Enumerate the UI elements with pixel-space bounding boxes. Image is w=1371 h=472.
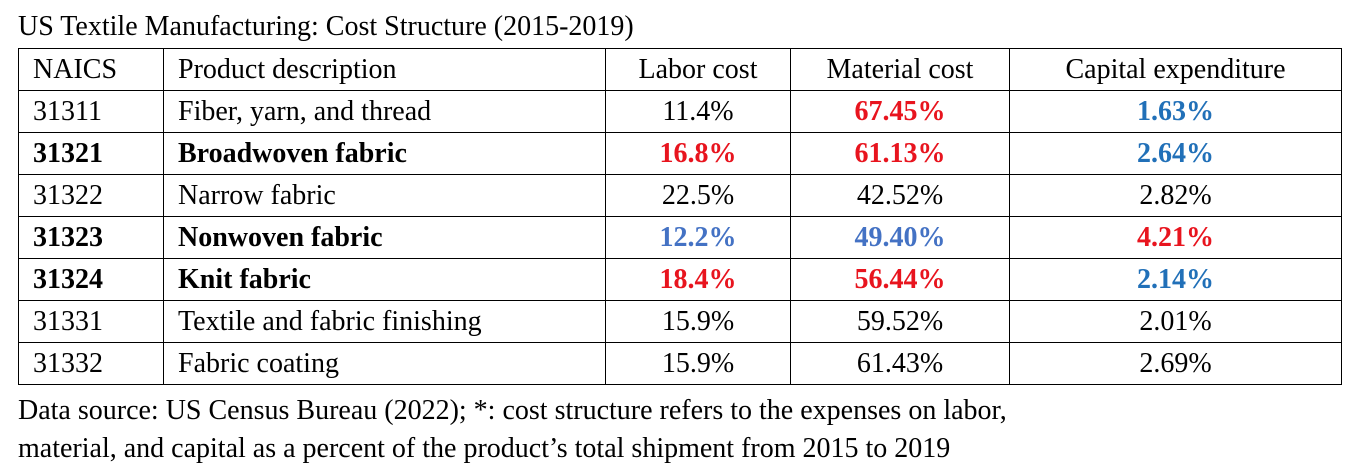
header-row: NAICS Product description Labor cost Mat… xyxy=(18,48,1342,91)
cell: 1.63% xyxy=(1009,90,1342,133)
cell: 61.13% xyxy=(790,132,1010,175)
row: 31321 Broadwoven fabric 16.8% 61.13% 2.6… xyxy=(18,132,1342,175)
row: 31331 Textile and fabric finishing 15.9%… xyxy=(18,300,1342,343)
cell: 18.4% xyxy=(605,258,791,301)
cell: 31331 xyxy=(18,300,164,343)
cell: Textile and fabric finishing xyxy=(163,300,606,343)
cell: 2.64% xyxy=(1009,132,1342,175)
cost-table: NAICS Product description Labor cost Mat… xyxy=(18,48,1342,385)
footnote-line: material, and capital as a percent of th… xyxy=(18,433,951,464)
cell: 31323 xyxy=(18,216,164,259)
footnote: Data source: US Census Bureau (2022); *:… xyxy=(18,392,1007,468)
cell: 31324 xyxy=(18,258,164,301)
column-header: Product description xyxy=(163,48,606,91)
cell: 12.2% xyxy=(605,216,791,259)
cell: 22.5% xyxy=(605,174,791,217)
cell: 56.44% xyxy=(790,258,1010,301)
cell: 2.01% xyxy=(1009,300,1342,343)
title: US Textile Manufacturing: Cost Structure… xyxy=(18,11,634,42)
row: 31322 Narrow fabric 22.5% 42.52% 2.82% xyxy=(18,174,1342,217)
row: 31311 Fiber, yarn, and thread 11.4% 67.4… xyxy=(18,90,1342,133)
row: 31332 Fabric coating 15.9% 61.43% 2.69% xyxy=(18,342,1342,385)
cell: 2.69% xyxy=(1009,342,1342,385)
cell: Fiber, yarn, and thread xyxy=(163,90,606,133)
cell: Nonwoven fabric xyxy=(163,216,606,259)
cell: 16.8% xyxy=(605,132,791,175)
cell: 15.9% xyxy=(605,342,791,385)
cell: 59.52% xyxy=(790,300,1010,343)
row: 31324 Knit fabric 18.4% 56.44% 2.14% xyxy=(18,258,1342,301)
cell: 61.43% xyxy=(790,342,1010,385)
cell: Knit fabric xyxy=(163,258,606,301)
column-header: Labor cost xyxy=(605,48,791,91)
cell: 42.52% xyxy=(790,174,1010,217)
cell: 15.9% xyxy=(605,300,791,343)
cell: Broadwoven fabric xyxy=(163,132,606,175)
cell: 2.82% xyxy=(1009,174,1342,217)
column-header: Material cost xyxy=(790,48,1010,91)
footnote-line: Data source: US Census Bureau (2022); *:… xyxy=(18,395,1007,426)
cell: 49.40% xyxy=(790,216,1010,259)
cell: 31332 xyxy=(18,342,164,385)
row: 31323 Nonwoven fabric 12.2% 49.40% 4.21% xyxy=(18,216,1342,259)
cell: 4.21% xyxy=(1009,216,1342,259)
cell: 67.45% xyxy=(790,90,1010,133)
cell: Fabric coating xyxy=(163,342,606,385)
column-header: Capital expenditure xyxy=(1009,48,1342,91)
cell: 31311 xyxy=(18,90,164,133)
cell: 11.4% xyxy=(605,90,791,133)
cell: 2.14% xyxy=(1009,258,1342,301)
cell: 31321 xyxy=(18,132,164,175)
column-header: NAICS xyxy=(18,48,164,91)
cell: 31322 xyxy=(18,174,164,217)
cell: Narrow fabric xyxy=(163,174,606,217)
